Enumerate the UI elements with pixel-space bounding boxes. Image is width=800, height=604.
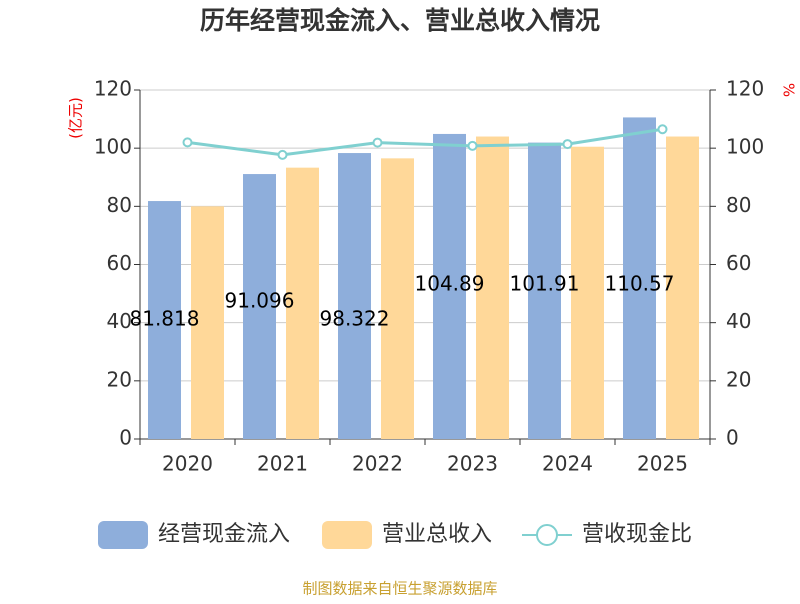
legend-swatch: [98, 521, 148, 549]
line-point: [277, 149, 288, 160]
line-point: [562, 139, 573, 150]
data-label: 104.89: [415, 272, 485, 296]
source-note: 制图数据来自恒生聚源数据库: [302, 580, 497, 598]
x-tick-label: 2025: [637, 452, 688, 476]
y-tick-label: 40: [107, 309, 132, 333]
x-tick-label: 2022: [352, 452, 403, 476]
data-label: 91.096: [225, 289, 295, 313]
data-label: 110.57: [605, 272, 675, 296]
y2-tick-label: 20: [726, 367, 751, 391]
y-tick-label: 60: [107, 251, 132, 275]
y2-tick-label: 80: [726, 193, 751, 217]
legend-swatch: [322, 521, 372, 549]
line-point: [372, 137, 383, 148]
data-label: 98.322: [320, 307, 390, 331]
bar: [623, 117, 656, 439]
y2-tick-label: 40: [726, 309, 751, 333]
bar: [433, 133, 466, 439]
x-tick-label: 2020: [162, 452, 213, 476]
line-point: [467, 140, 478, 151]
line: [187, 127, 663, 157]
y2-axis-label: %: [780, 83, 798, 97]
x-tick-label: 2023: [447, 452, 498, 476]
chart-title: 历年经营现金流入、营业总收入情况: [200, 6, 600, 35]
bar: [243, 174, 276, 439]
bar: [286, 167, 319, 439]
x-tick-label: 2024: [542, 452, 593, 476]
data-label: 81.818: [130, 307, 200, 331]
y2-tick-label: 120: [726, 77, 764, 101]
y-axis-label: (亿元): [67, 97, 85, 139]
y2-tick-label: 60: [726, 251, 751, 275]
x-tick-label: 2021: [257, 452, 308, 476]
bar: [338, 153, 371, 439]
y-tick-label: 120: [94, 77, 132, 101]
y-tick-label: 0: [119, 426, 132, 450]
line-point: [182, 137, 193, 148]
data-label: 101.91: [510, 272, 580, 296]
bar: [476, 136, 509, 440]
y-tick-label: 100: [94, 135, 132, 159]
bar: [571, 146, 604, 439]
legend-label: 经营现金流入: [158, 522, 290, 547]
y2-tick-label: 100: [726, 135, 764, 159]
bar: [666, 136, 699, 440]
y-tick-label: 80: [107, 193, 132, 217]
legend-label: 营收现金比: [582, 522, 692, 547]
bar: [528, 142, 561, 439]
legend-label: 营业总收入: [382, 522, 492, 547]
bar: [191, 206, 224, 439]
line-point: [657, 124, 668, 135]
bar: [381, 158, 414, 440]
legend-swatch: [536, 524, 558, 546]
y-tick-label: 20: [107, 367, 132, 391]
bar: [148, 201, 181, 439]
y2-tick-label: 0: [726, 426, 739, 450]
